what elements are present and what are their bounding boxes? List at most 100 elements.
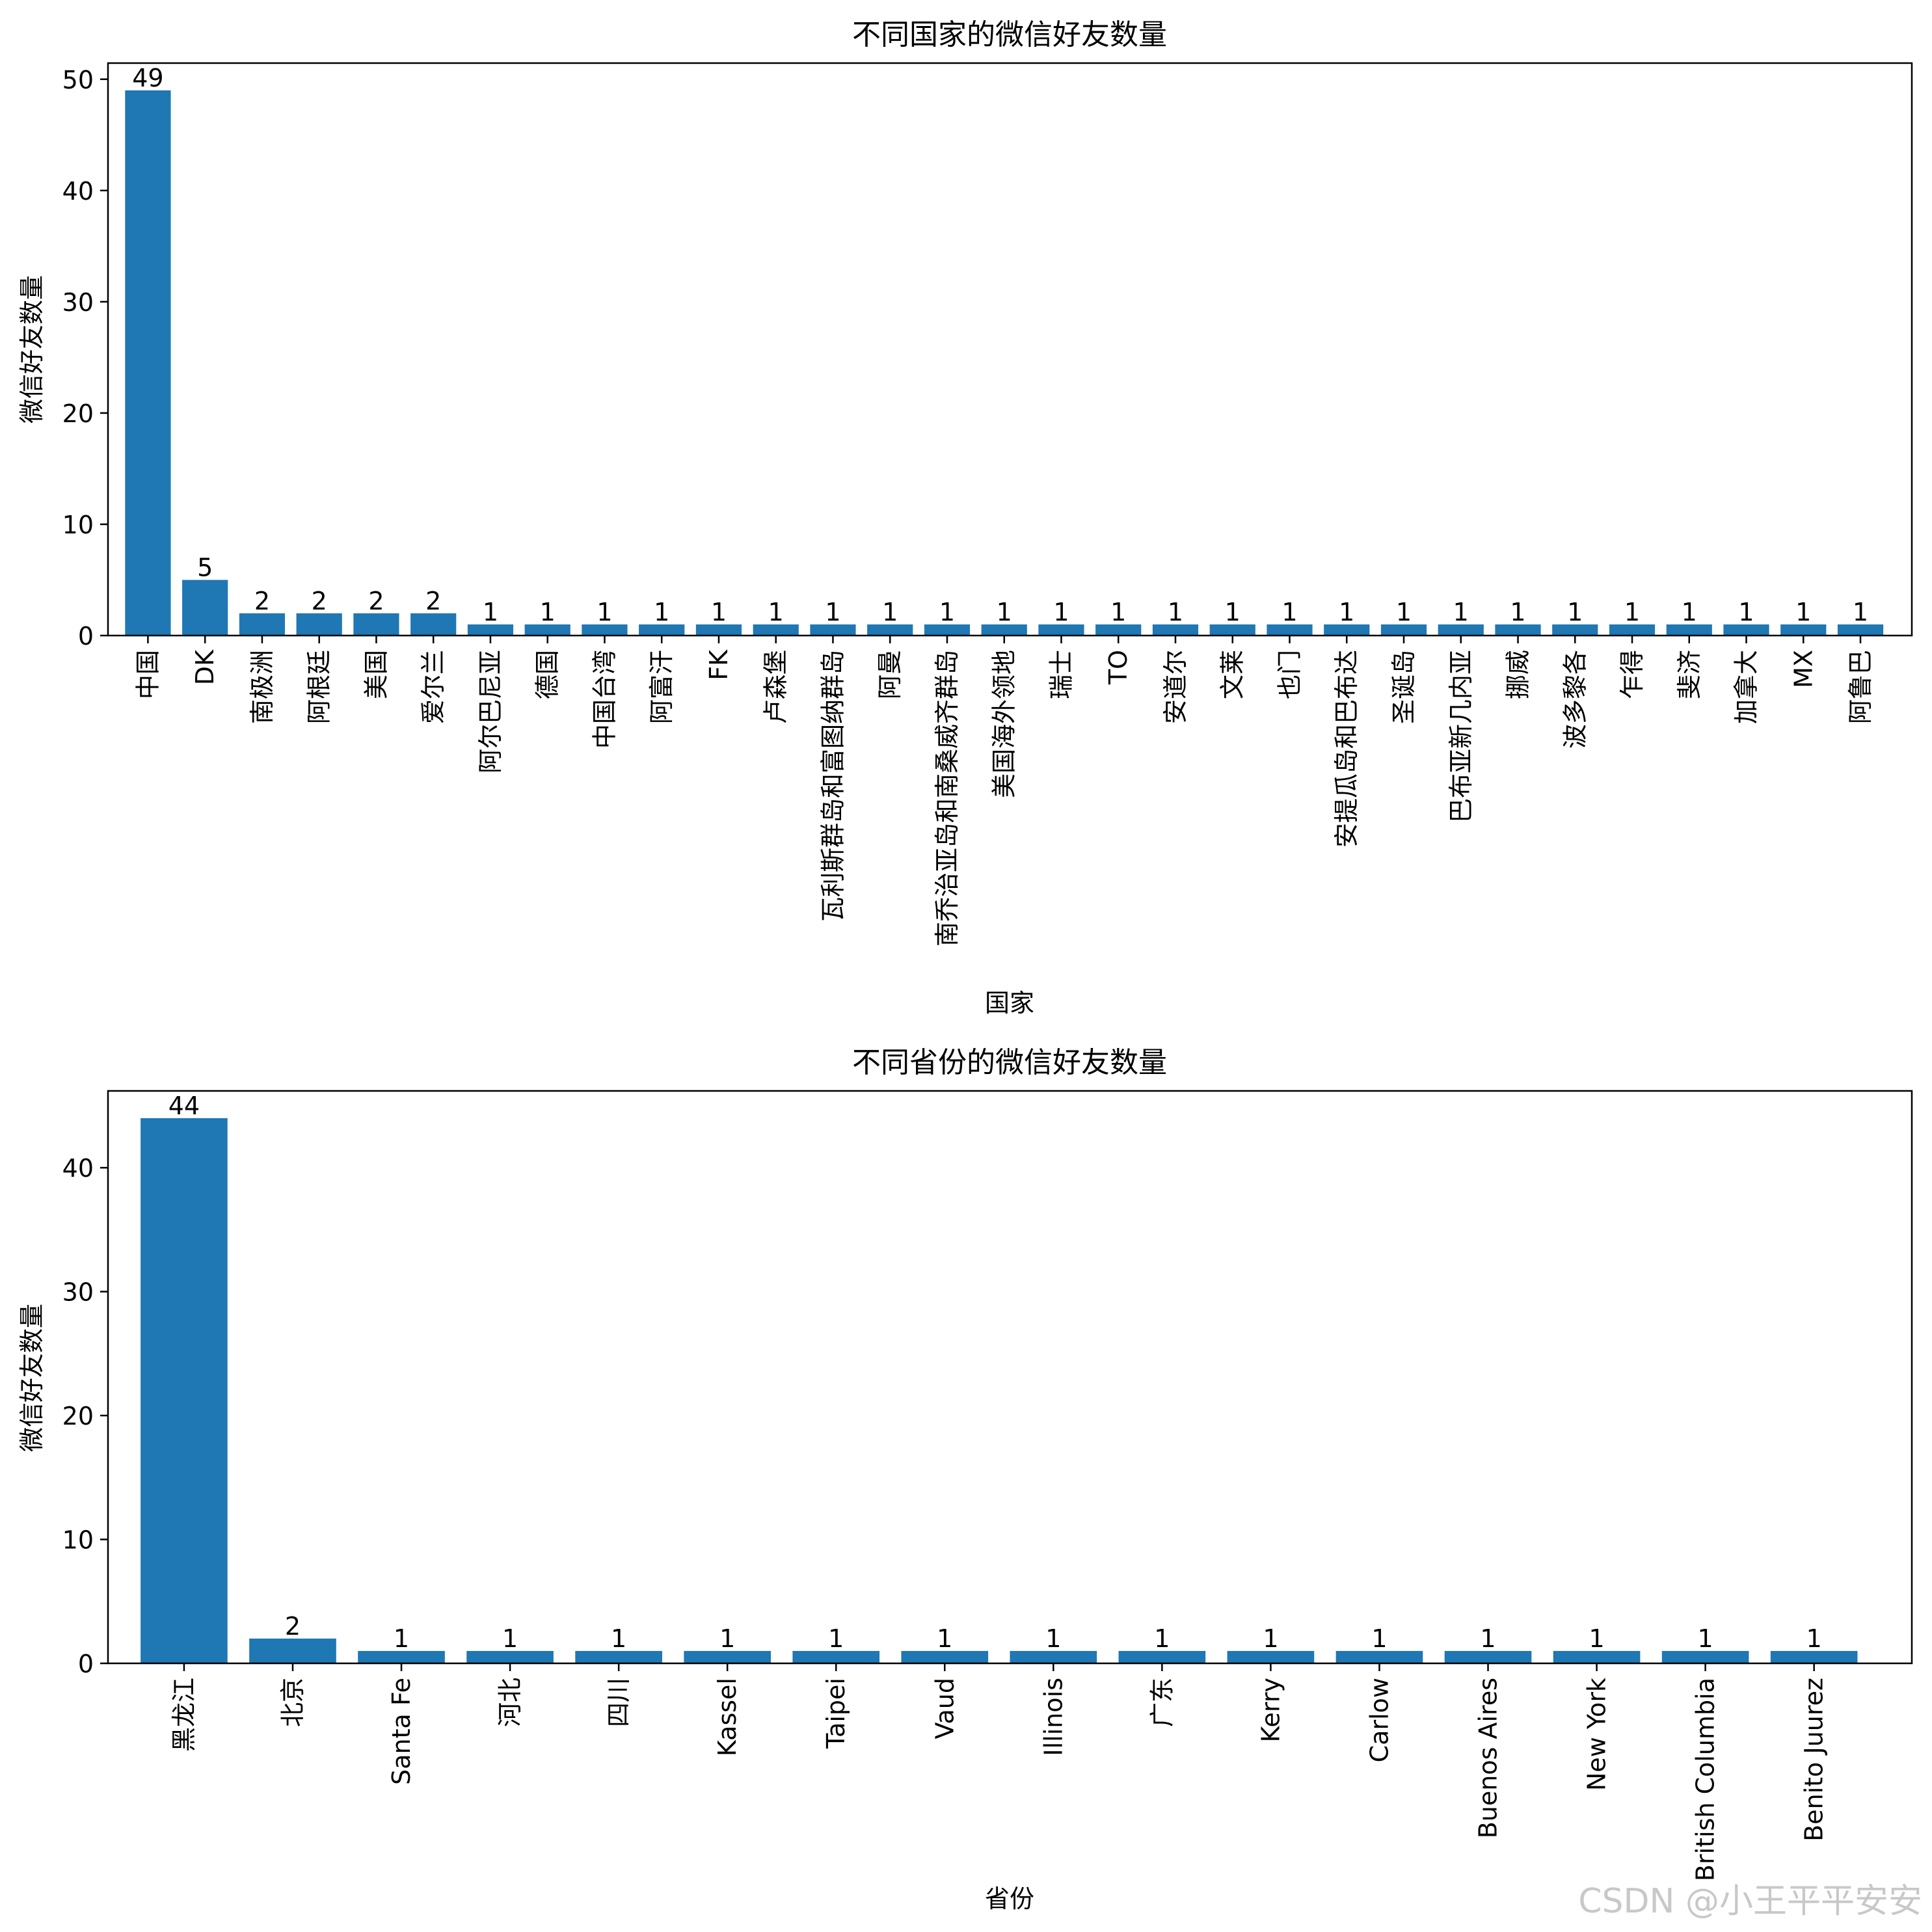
province-chart-frame: [107, 1090, 1913, 1665]
x-tick-label: 阿曼: [876, 650, 904, 699]
bar-value-label: 1: [1053, 598, 1069, 626]
x-tick-label: Benito Juurez: [1800, 1678, 1829, 1842]
country-chart-data-labels: 49 5 2 2 2 2 1 1 1 1 1 1 1 1 1 1 1 1 1 1 1 1 1 1 1 1 1 1 1 1 1: [132, 64, 1868, 626]
x-tick-label: 波多黎各: [1561, 650, 1589, 749]
bar-value-label: 1: [611, 1624, 626, 1653]
bar: [1380, 624, 1427, 636]
bar: [353, 613, 399, 636]
watermark: CSDN @小王平平安安: [1578, 1882, 1922, 1921]
bar-value-label: 1: [483, 598, 498, 626]
y-tick-label: 10: [62, 511, 94, 539]
bar: [1209, 624, 1255, 636]
bar-value-label: 1: [1281, 598, 1297, 626]
x-tick-label: Kassel: [713, 1678, 742, 1756]
province-chart-x-axis: 黑龙江 北京 Santa Fe 河北 四川 Kassel Taipei Vaud Illinoi…: [170, 1663, 1829, 1881]
x-tick-label: 德国: [533, 650, 562, 699]
bar: [1118, 1650, 1206, 1663]
bar: [1038, 624, 1084, 636]
bar: [1723, 624, 1769, 636]
x-tick-label: Santa Fe: [387, 1678, 416, 1785]
x-tick-label: 中国台湾: [590, 650, 619, 749]
country-chart-frame: [107, 62, 1913, 637]
bar: [924, 624, 971, 636]
bar: [1770, 1650, 1858, 1663]
bar-value-label: 1: [1045, 1624, 1061, 1653]
x-tick-label: 南乔治亚岛和南桑威齐群岛: [933, 650, 961, 946]
y-tick-label: 40: [62, 177, 94, 206]
bar: [901, 1650, 989, 1663]
bar-value-label: 1: [1738, 598, 1754, 626]
bar: [182, 580, 228, 636]
bar-value-label: 1: [1371, 1624, 1387, 1653]
x-tick-label: 文莱: [1218, 650, 1247, 699]
bar-value-label: 1: [502, 1624, 518, 1653]
bar-value-label: 1: [1682, 598, 1697, 626]
bar: [1552, 624, 1598, 636]
bar: [524, 624, 570, 636]
x-tick-label: Buenos Aires: [1474, 1678, 1503, 1838]
bar: [753, 624, 799, 636]
bar-value-label: 1: [937, 1624, 952, 1653]
bar: [239, 613, 286, 636]
country-chart-bars: [125, 90, 1884, 636]
x-tick-label: New York: [1583, 1678, 1611, 1791]
y-tick-label: 40: [62, 1154, 94, 1183]
bar-value-label: 1: [1624, 598, 1640, 626]
bar-value-label: 1: [1168, 598, 1183, 626]
bar: [466, 1650, 554, 1663]
bar-value-label: 2: [254, 587, 270, 615]
bar-value-label: 1: [1453, 598, 1469, 626]
x-tick-label: Taipei: [822, 1678, 850, 1749]
x-tick-label: 美国: [362, 650, 390, 699]
province-chart-ylabel: 微信好友数量: [18, 1304, 46, 1452]
x-tick-label: 四川: [604, 1678, 633, 1727]
x-tick-label: 瑞士: [1047, 650, 1075, 699]
x-tick-label: Illinois: [1039, 1678, 1067, 1756]
bar-value-label: 1: [1396, 598, 1412, 626]
bar-value-label: 2: [425, 587, 441, 615]
country-chart-ylabel: 微信好友数量: [18, 275, 46, 423]
bar: [981, 624, 1027, 636]
x-tick-label: 卢森堡: [762, 650, 790, 724]
bar: [1095, 624, 1142, 636]
y-tick-label: 30: [62, 1278, 94, 1307]
bar: [1661, 1650, 1749, 1663]
bar-value-label: 1: [825, 598, 840, 626]
bar: [575, 1650, 662, 1663]
bar-value-label: 1: [882, 598, 898, 626]
bar: [410, 613, 457, 636]
bar-value-label: 1: [719, 1624, 735, 1653]
x-tick-label: 阿鲁巴: [1846, 650, 1875, 724]
bar: [358, 1650, 445, 1663]
bar: [639, 624, 685, 636]
bar-value-label: 1: [1795, 598, 1811, 626]
bar-value-label: 1: [1110, 598, 1126, 626]
x-tick-label: 阿尔巴尼亚: [476, 650, 505, 773]
bar-value-label: 1: [711, 598, 727, 626]
x-tick-label: British Columbia: [1691, 1678, 1720, 1881]
bar: [249, 1638, 336, 1663]
x-tick-label: DK: [191, 649, 219, 685]
x-tick-label: MX: [1789, 650, 1818, 688]
country-chart: 不同国家的微信好友数量 微信好友数量 国家 0 10 20 30 40 50 49 5 2 2 2…: [18, 18, 1913, 1017]
x-tick-label: FK: [704, 649, 733, 680]
country-chart-x-axis: 中国 DK 南极洲 阿根廷 美国 爱尔兰 阿尔巴尼亚 德国 中国台湾 阿富汗 FK 卢森堡 瓦利斯群岛和…: [133, 636, 1875, 946]
bar-value-label: 1: [540, 598, 556, 626]
bar-value-label: 2: [285, 1612, 301, 1641]
bar-value-label: 49: [132, 64, 163, 92]
bar: [1553, 1650, 1641, 1663]
bar-value-label: 1: [1510, 598, 1525, 626]
x-tick-label: 圣诞岛: [1389, 650, 1418, 724]
x-tick-label: 河北: [496, 1678, 524, 1727]
bar: [684, 1650, 771, 1663]
bar: [867, 624, 913, 636]
x-tick-label: 也门: [1275, 650, 1304, 699]
bar-value-label: 1: [1567, 598, 1583, 626]
x-tick-label: Carlow: [1365, 1678, 1393, 1762]
bar: [1010, 1650, 1097, 1663]
x-tick-label: 巴布亚新几内亚: [1447, 650, 1475, 823]
country-chart-xlabel: 国家: [985, 989, 1034, 1017]
bar-value-label: 1: [1853, 598, 1868, 626]
